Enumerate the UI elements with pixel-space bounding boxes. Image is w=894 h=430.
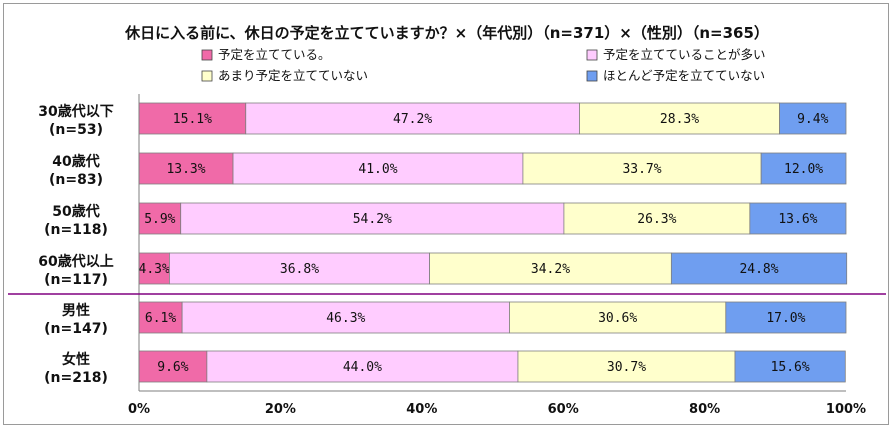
category-sublabel: (n=117) <box>44 272 108 288</box>
legend-swatch <box>201 49 213 61</box>
category-label: 50歳代 <box>52 203 99 220</box>
bar-segment <box>779 102 847 135</box>
legend-swatch <box>201 70 213 82</box>
x-tick-label: 100% <box>826 402 866 417</box>
category-sublabel: (n=118) <box>44 222 108 238</box>
category-label: 男性 <box>62 302 90 319</box>
data-label: 54.2% <box>353 212 392 227</box>
data-label: 17.0% <box>766 311 805 326</box>
x-tick-label: 20% <box>265 402 296 417</box>
bar-segment <box>138 350 208 383</box>
category-sublabel: (n=53) <box>49 122 103 138</box>
legend-swatch <box>586 70 598 82</box>
x-tick-label: 60% <box>548 402 579 417</box>
bar-segment <box>760 152 847 185</box>
legend-label: 予定を立てていることが多い <box>603 47 766 62</box>
data-label: 26.3% <box>637 212 676 227</box>
bar-segment <box>670 252 848 285</box>
data-label: 30.7% <box>607 360 646 375</box>
bar-segment <box>725 301 847 334</box>
bar-segment <box>245 102 580 135</box>
chart-frame: 休日に入る前に、休日の予定を立てていますか？×（年代別）（n=371）×（性別）… <box>3 3 889 425</box>
data-label: 47.2% <box>393 112 432 127</box>
data-label: 4.3% <box>139 262 170 277</box>
data-label: 30.6% <box>598 311 637 326</box>
bar-segment <box>138 152 234 185</box>
bar-segment <box>232 152 524 185</box>
data-label: 28.3% <box>660 112 699 127</box>
bar-segment <box>169 252 430 285</box>
category-label: 女性 <box>62 351 90 368</box>
category-label: 60歳代以上 <box>38 253 113 270</box>
data-label: 5.9% <box>144 212 175 227</box>
bar-segment <box>749 202 847 235</box>
category-sublabel: (n=218) <box>44 370 108 386</box>
plot-area: 15.1% 47.2% 28.3% 9.4% 30歳代以下 (n=53) 13.3% 41.0… <box>8 94 886 417</box>
data-label: 15.6% <box>771 360 810 375</box>
bar-segment <box>138 102 247 135</box>
stacked-bar-chart: 休日に入る前に、休日の予定を立てていますか？×（年代別）（n=371）×（性別）… <box>8 24 886 417</box>
bar-segment <box>181 301 510 334</box>
category-label: 40歳代 <box>52 153 99 170</box>
data-label: 13.6% <box>778 212 817 227</box>
data-label: 13.3% <box>166 162 205 177</box>
bar-segment <box>180 202 565 235</box>
bar-segment <box>509 301 727 334</box>
legend-label: ほとんど予定を立てていない <box>603 68 765 83</box>
data-label: 9.4% <box>797 112 828 127</box>
data-label: 24.8% <box>739 262 778 277</box>
bar-segment <box>517 350 736 383</box>
data-label: 12.0% <box>784 162 823 177</box>
category-label: 30歳代以下 <box>38 103 113 120</box>
data-label: 9.6% <box>157 360 188 375</box>
bar-segment <box>579 102 780 135</box>
bar-segment <box>206 350 519 383</box>
data-label: 15.1% <box>173 112 212 127</box>
data-label: 33.7% <box>622 162 661 177</box>
data-label: 36.8% <box>280 262 319 277</box>
category-sublabel: (n=83) <box>49 172 103 188</box>
data-label: 46.3% <box>326 311 365 326</box>
bar-segment <box>734 350 846 383</box>
chart-title: 休日に入る前に、休日の予定を立てていますか？×（年代別）（n=371）×（性別）… <box>124 24 769 42</box>
data-label: 34.2% <box>531 262 570 277</box>
x-tick-label: 0% <box>128 402 150 417</box>
legend-label: 予定を立てている。 <box>218 47 331 62</box>
bar-segment <box>138 252 170 285</box>
x-tick-label: 40% <box>406 402 437 417</box>
legend-swatch <box>586 49 598 61</box>
bar-segment <box>522 152 762 185</box>
data-label: 6.1% <box>145 311 176 326</box>
legend-label: あまり予定を立てていない <box>218 68 368 83</box>
x-tick-label: 80% <box>689 402 720 417</box>
data-label: 41.0% <box>358 162 397 177</box>
category-sublabel: (n=147) <box>44 321 108 337</box>
data-label: 44.0% <box>343 360 382 375</box>
